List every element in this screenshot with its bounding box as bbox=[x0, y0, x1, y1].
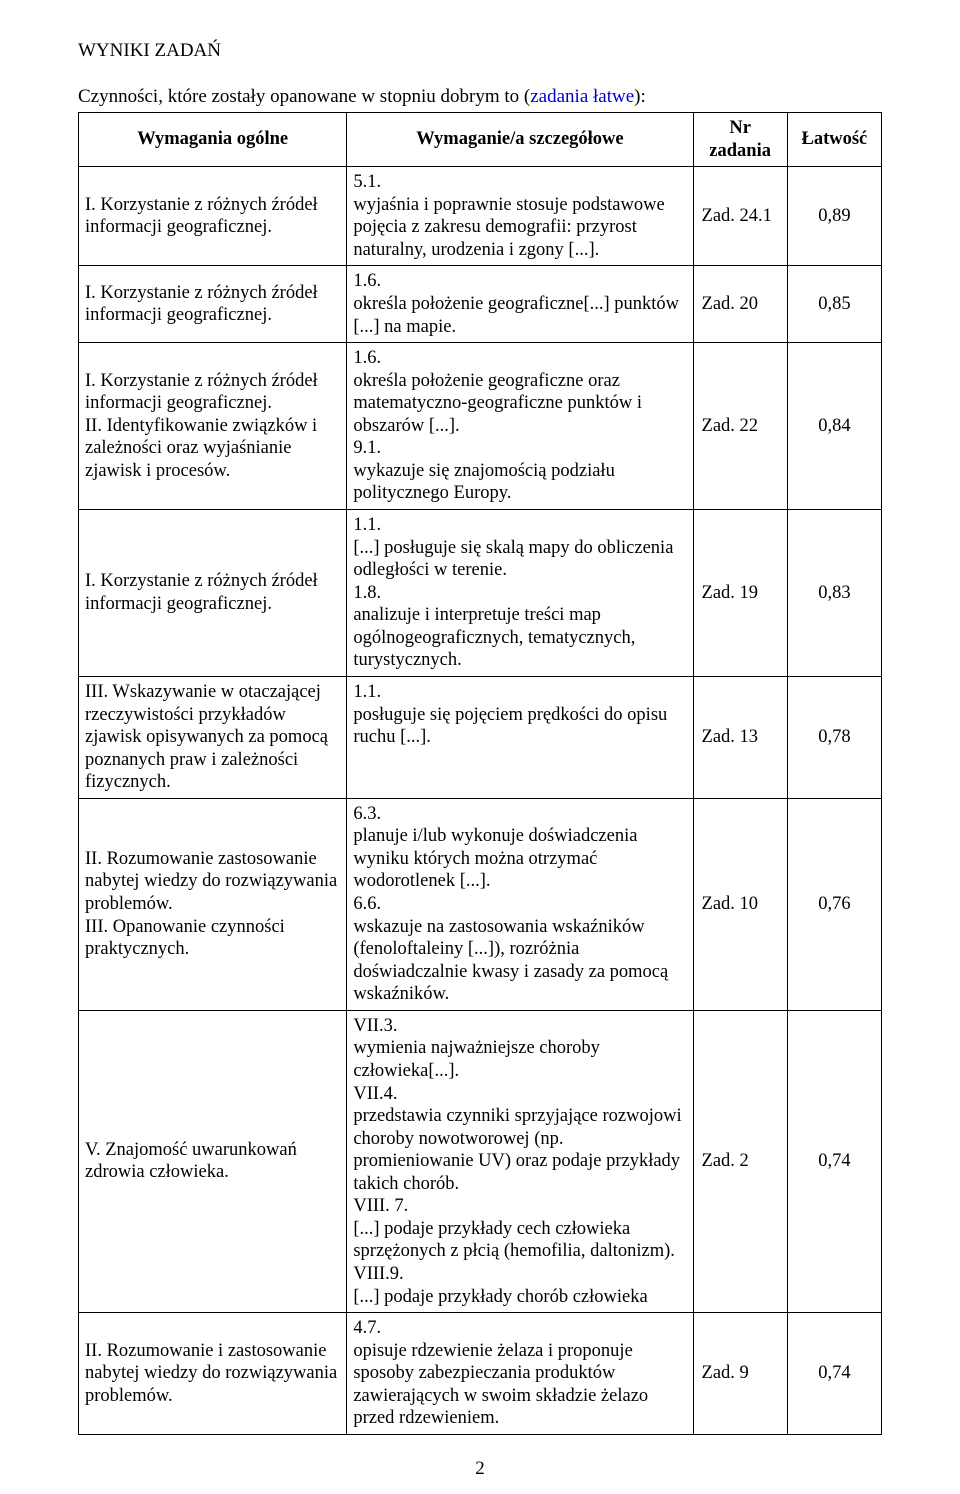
cell-detail: 1.6. określa położenie geograficzne oraz… bbox=[347, 343, 693, 510]
cell-task-number: Zad. 20 bbox=[693, 266, 787, 343]
table-row: I. Korzystanie z różnych źródeł informac… bbox=[79, 510, 882, 677]
table-row: I. Korzystanie z różnych źródeł informac… bbox=[79, 266, 882, 343]
cell-detail: 5.1. wyjaśnia i poprawnie stosuje podsta… bbox=[347, 167, 693, 266]
col-header-num: Nr zadania bbox=[693, 113, 787, 167]
cell-general: III. Wskazywanie w otaczającej rzeczywis… bbox=[79, 676, 347, 798]
cell-task-number: Zad. 19 bbox=[693, 510, 787, 677]
cell-general: I. Korzystanie z różnych źródeł informac… bbox=[79, 266, 347, 343]
cell-ease: 0,78 bbox=[787, 676, 881, 798]
col-header-ease: Łatwość bbox=[787, 113, 881, 167]
col-header-detail: Wymaganie/a szczegółowe bbox=[347, 113, 693, 167]
intro-text: Czynności, które zostały opanowane w sto… bbox=[78, 86, 882, 108]
cell-general: I. Korzystanie z różnych źródeł informac… bbox=[79, 510, 347, 677]
cell-detail: 1.6. określa położenie geograficzne[...]… bbox=[347, 266, 693, 343]
cell-task-number: Zad. 2 bbox=[693, 1010, 787, 1312]
table-row: V. Znajomość uwarunkowań zdrowia człowie… bbox=[79, 1010, 882, 1312]
cell-ease: 0,76 bbox=[787, 798, 881, 1010]
cell-detail: VII.3. wymienia najważniejsze choroby cz… bbox=[347, 1010, 693, 1312]
cell-detail: 1.1. posługuje się pojęciem prędkości do… bbox=[347, 676, 693, 798]
cell-general: V. Znajomość uwarunkowań zdrowia człowie… bbox=[79, 1010, 347, 1312]
cell-task-number: Zad. 22 bbox=[693, 343, 787, 510]
cell-general: II. Rozumowanie zastosowanie nabytej wie… bbox=[79, 798, 347, 1010]
cell-task-number: Zad. 13 bbox=[693, 676, 787, 798]
cell-ease: 0,74 bbox=[787, 1313, 881, 1435]
cell-ease: 0,74 bbox=[787, 1010, 881, 1312]
cell-ease: 0,89 bbox=[787, 167, 881, 266]
table-row: II. Rozumowanie zastosowanie nabytej wie… bbox=[79, 798, 882, 1010]
cell-task-number: Zad. 10 bbox=[693, 798, 787, 1010]
intro-highlight: zadania łatwe bbox=[530, 86, 634, 107]
cell-task-number: Zad. 9 bbox=[693, 1313, 787, 1435]
page-number: 2 bbox=[0, 1458, 960, 1480]
cell-detail: 4.7. opisuje rdzewienie żelaza i proponu… bbox=[347, 1313, 693, 1435]
cell-task-number: Zad. 24.1 bbox=[693, 167, 787, 266]
cell-detail: 1.1. [...] posługuje się skalą mapy do o… bbox=[347, 510, 693, 677]
table-row: I. Korzystanie z różnych źródeł informac… bbox=[79, 343, 882, 510]
table-row: III. Wskazywanie w otaczającej rzeczywis… bbox=[79, 676, 882, 798]
cell-general: II. Rozumowanie i zastosowanie nabytej w… bbox=[79, 1313, 347, 1435]
cell-detail: 6.3. planuje i/lub wykonuje doświadczeni… bbox=[347, 798, 693, 1010]
table-body: I. Korzystanie z różnych źródeł informac… bbox=[79, 167, 882, 1435]
intro-suffix: ): bbox=[634, 86, 646, 107]
table-row: I. Korzystanie z różnych źródeł informac… bbox=[79, 167, 882, 266]
intro-prefix: Czynności, które zostały opanowane w sto… bbox=[78, 86, 530, 107]
table-header-row: Wymagania ogólne Wymaganie/a szczegółowe… bbox=[79, 113, 882, 167]
col-header-general: Wymagania ogólne bbox=[79, 113, 347, 167]
cell-general: I. Korzystanie z różnych źródeł informac… bbox=[79, 167, 347, 266]
cell-ease: 0,83 bbox=[787, 510, 881, 677]
cell-ease: 0,84 bbox=[787, 343, 881, 510]
results-table: Wymagania ogólne Wymaganie/a szczegółowe… bbox=[78, 112, 882, 1435]
table-row: II. Rozumowanie i zastosowanie nabytej w… bbox=[79, 1313, 882, 1435]
cell-general: I. Korzystanie z różnych źródeł informac… bbox=[79, 343, 347, 510]
cell-ease: 0,85 bbox=[787, 266, 881, 343]
section-heading: WYNIKI ZADAŃ bbox=[78, 40, 882, 62]
